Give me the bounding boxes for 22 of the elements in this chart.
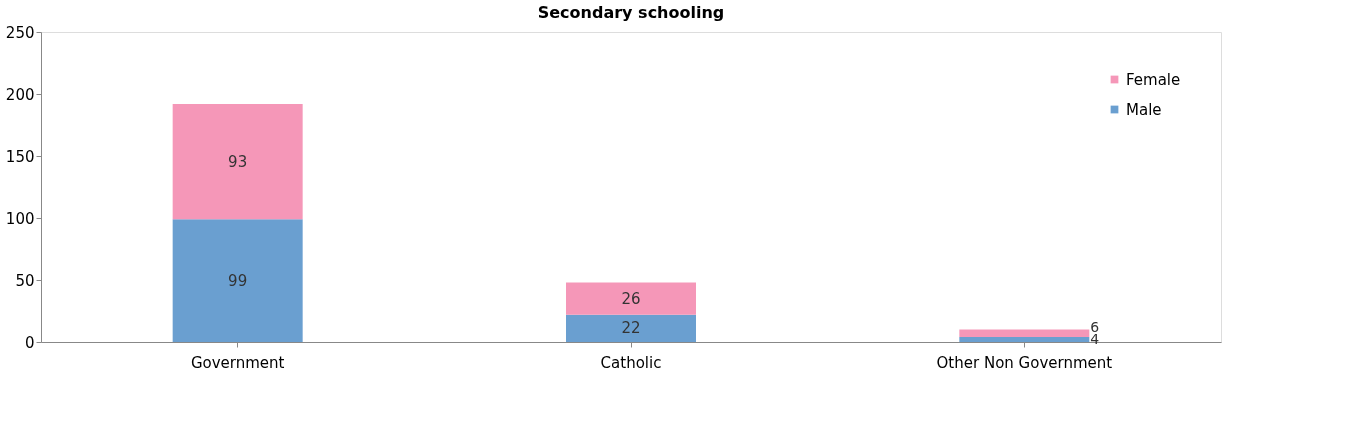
legend-label: Male — [1126, 100, 1162, 119]
data-label: 26 — [621, 289, 641, 308]
x-tick-label: Other Non Government — [936, 353, 1113, 372]
data-label: 22 — [621, 319, 641, 338]
y-tick-label: 100 — [5, 209, 35, 228]
y-tick-label: 250 — [5, 23, 35, 42]
chart-title: Secondary schooling — [537, 3, 725, 22]
bar — [566, 282, 696, 315]
y-tick-label: 0 — [24, 333, 35, 352]
y-tick-label: 200 — [5, 85, 35, 104]
bar — [959, 329, 1090, 338]
x-tick-label: Government — [190, 353, 285, 372]
bar — [959, 337, 1090, 342]
x-tick-label: Catholic — [600, 353, 662, 372]
bar — [172, 219, 303, 342]
bar — [172, 103, 303, 220]
y-tick-label: 50 — [15, 271, 35, 290]
data-label: 99 — [228, 271, 248, 290]
legend-label: Female — [1126, 70, 1181, 89]
y-tick-label: 150 — [5, 147, 35, 166]
bar — [566, 314, 696, 342]
data-label: 93 — [228, 152, 248, 171]
